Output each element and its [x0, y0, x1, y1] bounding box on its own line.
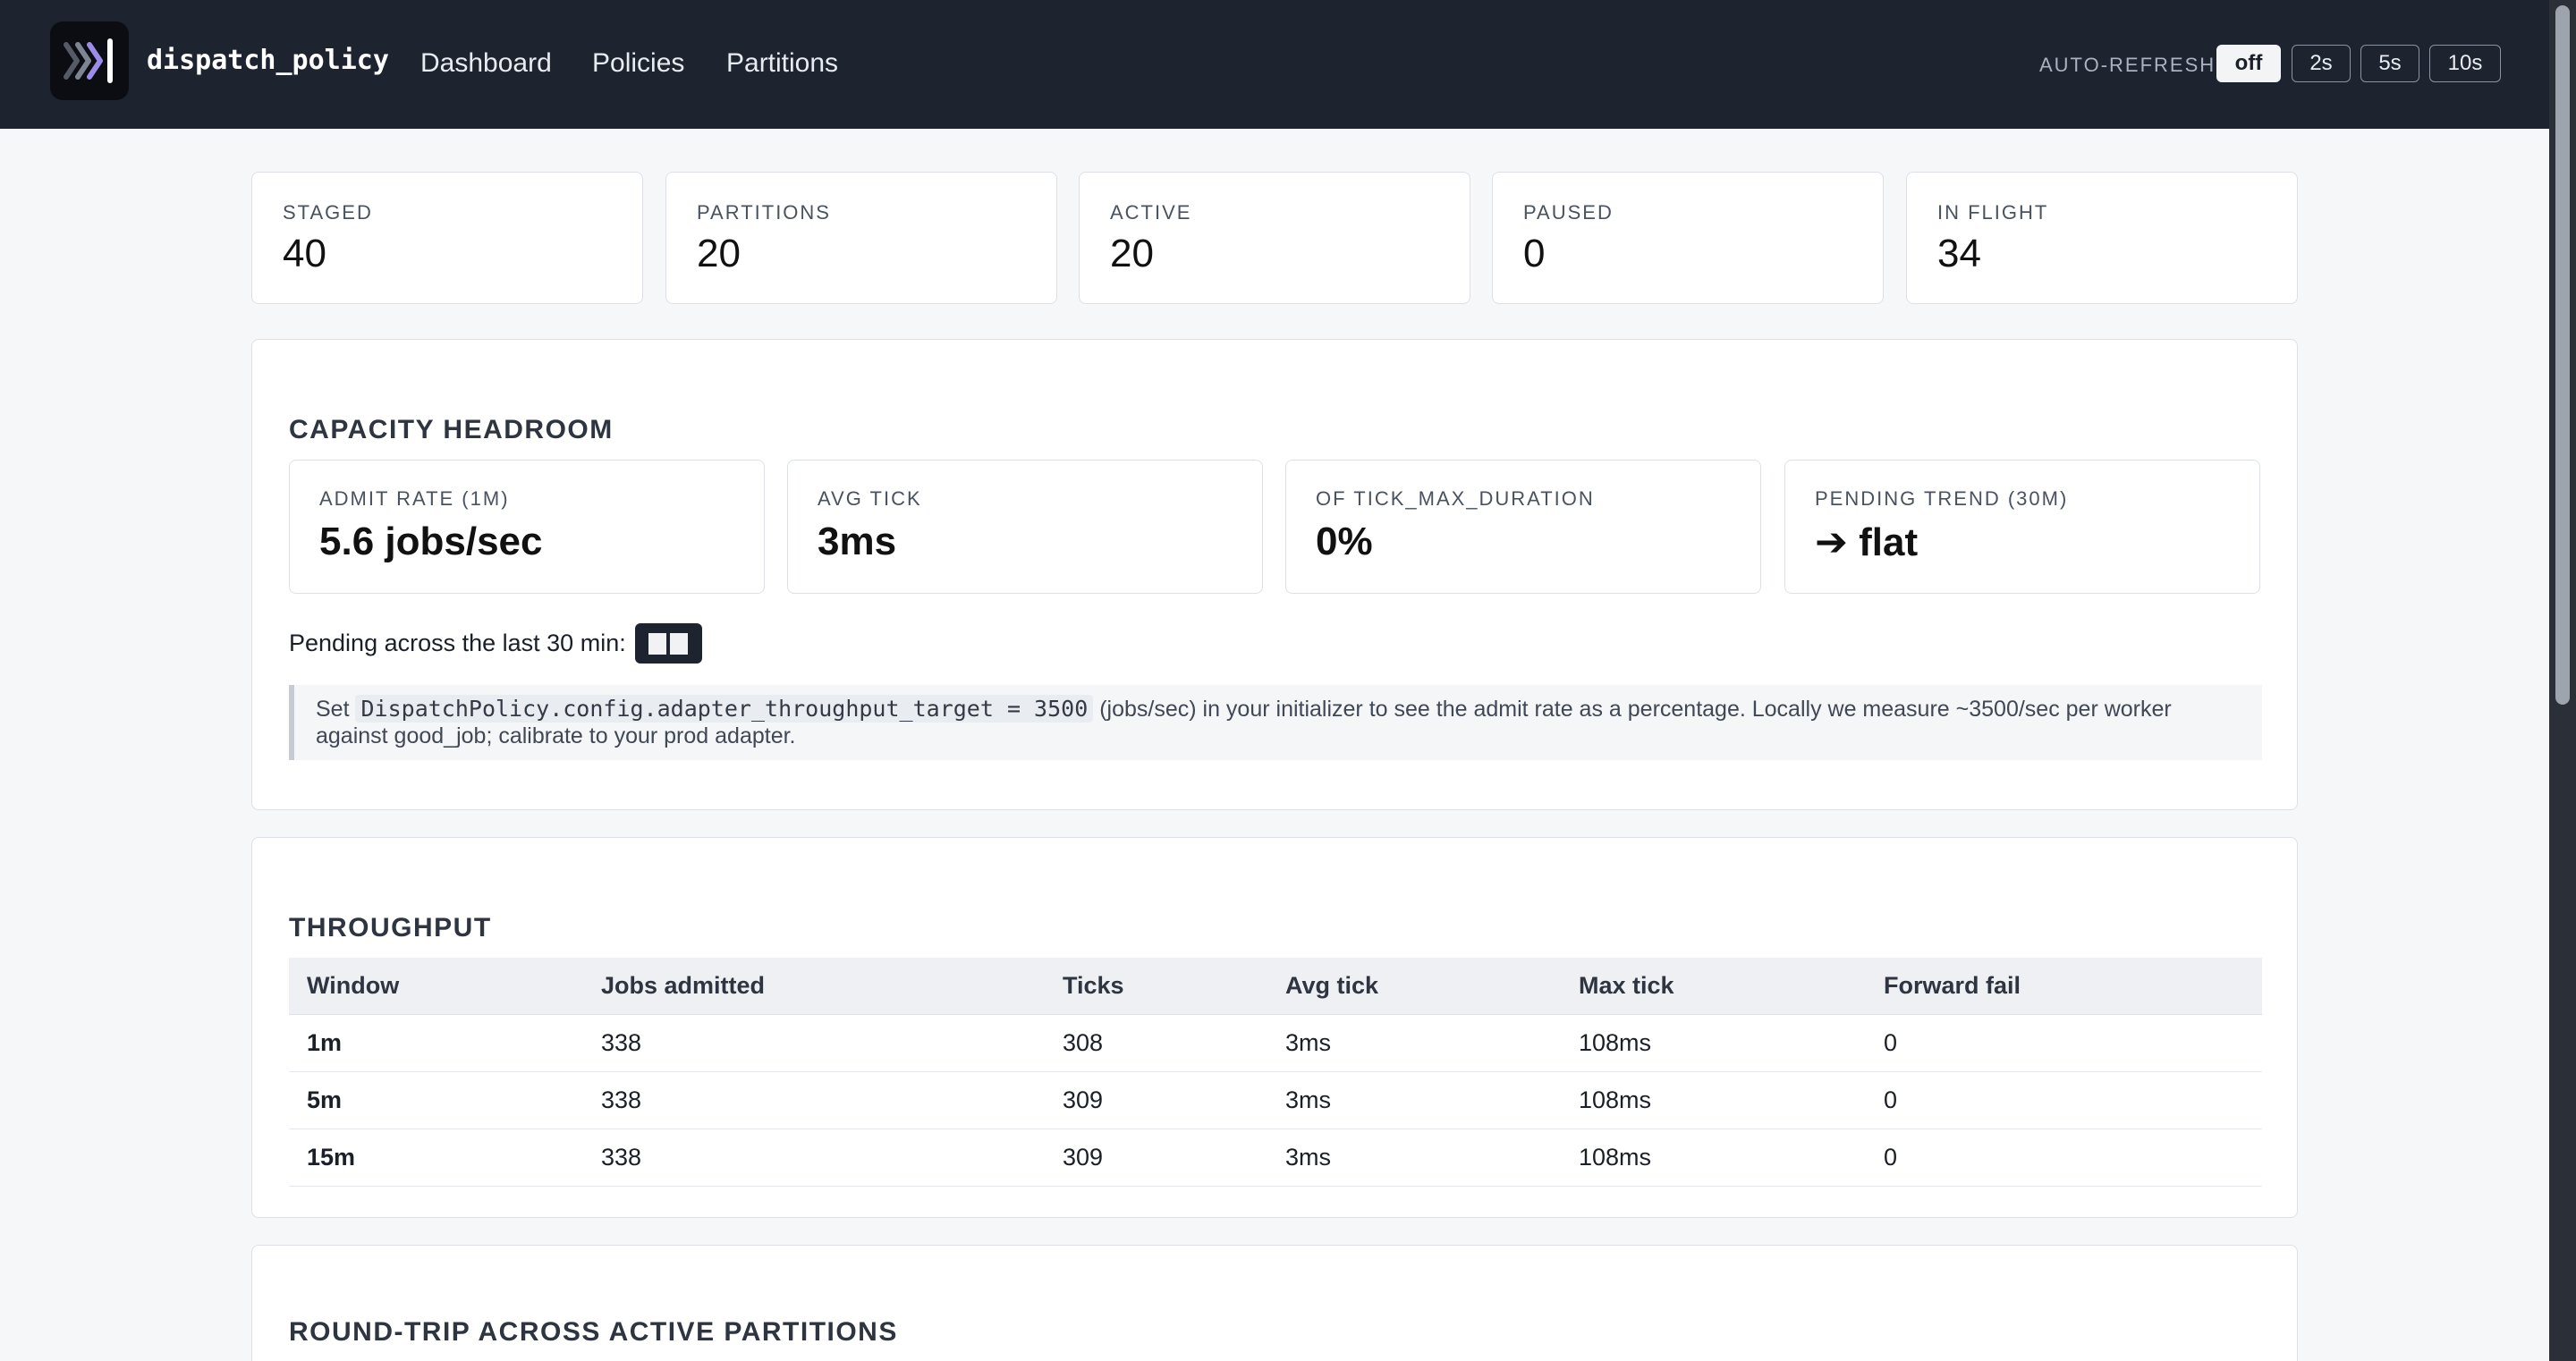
nav-partitions[interactable]: Partitions [726, 48, 839, 78]
round-trip-title: ROUND-TRIP ACROSS ACTIVE PARTITIONS [289, 1317, 898, 1347]
stat-label: PAUSED [1523, 201, 1614, 224]
table-header-row: Window Jobs admitted Ticks Avg tick Max … [289, 958, 2262, 1015]
stat-label: PARTITIONS [697, 201, 831, 224]
cell-max-tick: 108ms [1561, 1014, 1866, 1072]
cell-max-tick: 108ms [1561, 1129, 1866, 1187]
auto-refresh-10s-button[interactable]: 10s [2429, 45, 2501, 82]
stat-card-partitions: PARTITIONS 20 [665, 172, 1057, 304]
metric-tick-max-duration: OF TICK_MAX_DURATION 0% [1285, 460, 1761, 594]
auto-refresh-2s-button[interactable]: 2s [2292, 45, 2351, 82]
metric-value: ➔ flat [1815, 520, 1919, 564]
cell-ticks: 309 [1045, 1129, 1267, 1187]
table-row: 5m 338 309 3ms 108ms 0 [289, 1071, 2262, 1129]
throughput-target-hint: Set DispatchPolicy.config.adapter_throug… [289, 685, 2262, 760]
stat-label: STAGED [283, 201, 373, 224]
sparkline-bar [670, 633, 688, 655]
stat-card-paused: PAUSED 0 [1492, 172, 1884, 304]
pending-sparkline-label: Pending across the last 30 min: [289, 630, 626, 656]
cell-forward-fail: 0 [1866, 1014, 2262, 1072]
column-header-forward-fail[interactable]: Forward fail [1866, 958, 2262, 1015]
pending-sparkline [635, 623, 702, 664]
app-logo-icon[interactable] [50, 21, 129, 100]
cell-max-tick: 108ms [1561, 1071, 1866, 1129]
metric-pending-trend: PENDING TREND (30M) ➔ flat [1784, 460, 2260, 594]
throughput-title: THROUGHPUT [289, 913, 492, 943]
cell-jobs-admitted: 338 [583, 1071, 1045, 1129]
cell-jobs-admitted: 338 [583, 1129, 1045, 1187]
capacity-headroom-panel: CAPACITY HEADROOM ADMIT RATE (1M) 5.6 jo… [251, 339, 2298, 810]
metric-value: 0% [1316, 520, 1373, 563]
stat-value: 34 [1937, 232, 1981, 275]
cell-jobs-admitted: 338 [583, 1014, 1045, 1072]
sparkline-bar [648, 633, 666, 655]
table-row: 15m 338 309 3ms 108ms 0 [289, 1129, 2262, 1187]
cell-window: 5m [289, 1071, 583, 1129]
stat-card-active: ACTIVE 20 [1079, 172, 1470, 304]
hint-text: (jobs/sec) in your initializer to see th… [316, 697, 2172, 748]
auto-refresh-label: AUTO-REFRESH [2039, 54, 2216, 76]
cell-forward-fail: 0 [1866, 1071, 2262, 1129]
column-header-jobs-admitted[interactable]: Jobs admitted [583, 958, 1045, 1015]
column-header-max-tick[interactable]: Max tick [1561, 958, 1866, 1015]
cell-avg-tick: 3ms [1267, 1014, 1561, 1072]
cell-ticks: 309 [1045, 1071, 1267, 1129]
table-row: 1m 338 308 3ms 108ms 0 [289, 1014, 2262, 1072]
hint-prefix: Set [316, 697, 350, 722]
stat-card-in-flight: IN FLIGHT 34 [1906, 172, 2298, 304]
column-header-window[interactable]: Window [289, 958, 583, 1015]
round-trip-panel: ROUND-TRIP ACROSS ACTIVE PARTITIONS [251, 1245, 2298, 1361]
auto-refresh-5s-button[interactable]: 5s [2360, 45, 2419, 82]
cell-window: 15m [289, 1129, 583, 1187]
metric-value: 3ms [818, 520, 897, 563]
stat-label: IN FLIGHT [1937, 201, 2049, 224]
stat-value: 20 [697, 232, 741, 275]
cell-window: 1m [289, 1014, 583, 1072]
cell-forward-fail: 0 [1866, 1129, 2262, 1187]
stat-value: 40 [283, 232, 326, 275]
top-navbar: dispatch_policy Dashboard Policies Parti… [0, 0, 2549, 129]
metric-avg-tick: AVG TICK 3ms [787, 460, 1263, 594]
stat-value: 0 [1523, 232, 1546, 275]
metric-label: PENDING TREND (30M) [1815, 487, 2069, 510]
metric-label: AVG TICK [818, 487, 922, 510]
cell-avg-tick: 3ms [1267, 1071, 1561, 1129]
capacity-headroom-title: CAPACITY HEADROOM [289, 415, 614, 444]
throughput-panel: THROUGHPUT Window Jobs admitted Ticks Av… [251, 837, 2298, 1218]
app-title[interactable]: dispatch_policy [147, 45, 389, 76]
metric-value: 5.6 jobs/sec [319, 520, 543, 563]
column-header-avg-tick[interactable]: Avg tick [1267, 958, 1561, 1015]
cell-avg-tick: 3ms [1267, 1129, 1561, 1187]
metric-admit-rate: ADMIT RATE (1M) 5.6 jobs/sec [289, 460, 765, 594]
metric-label: ADMIT RATE (1M) [319, 487, 510, 510]
stat-label: ACTIVE [1110, 201, 1192, 224]
column-header-ticks[interactable]: Ticks [1045, 958, 1267, 1015]
throughput-table: Window Jobs admitted Ticks Avg tick Max … [289, 958, 2262, 1187]
nav-policies[interactable]: Policies [592, 48, 685, 78]
metric-label: OF TICK_MAX_DURATION [1316, 487, 1595, 510]
page-scrollbar-thumb[interactable] [2555, 5, 2570, 705]
cell-ticks: 308 [1045, 1014, 1267, 1072]
stat-card-staged: STAGED 40 [251, 172, 643, 304]
auto-refresh-off-button[interactable]: off [2216, 45, 2281, 82]
stat-value: 20 [1110, 232, 1154, 275]
hint-config-code: DispatchPolicy.config.adapter_throughput… [355, 695, 1094, 723]
nav-dashboard[interactable]: Dashboard [420, 48, 552, 78]
